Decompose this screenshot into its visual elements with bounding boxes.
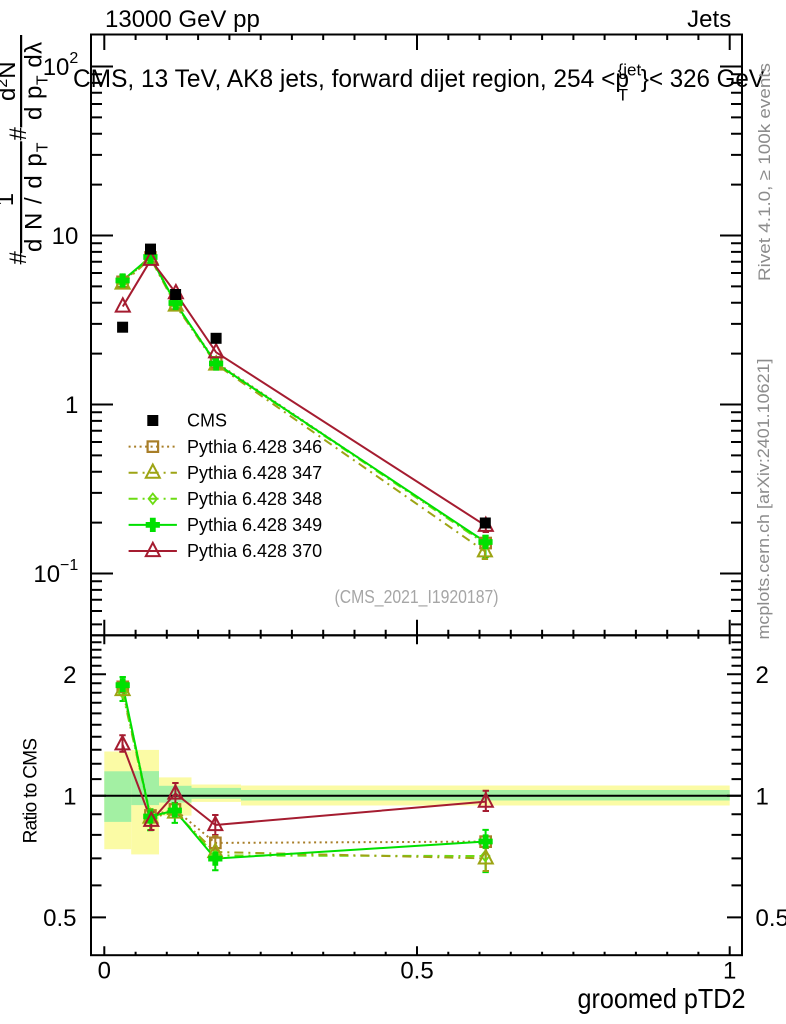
svg-text:10: 10 [52,223,79,250]
svg-text:CMS: CMS [187,411,227,431]
svg-text:Pythia 6.428 348: Pythia 6.428 348 [187,489,322,509]
svg-text:2: 2 [63,662,76,689]
svg-text:Ratio to CMS: Ratio to CMS [21,738,42,844]
svg-text:2: 2 [756,662,769,689]
svg-text:{jet: {jet [618,61,642,80]
svg-text:10−1: 10−1 [33,557,78,588]
svg-text:#: # [5,251,32,265]
svg-text:13000 GeV pp: 13000 GeV pp [105,6,260,33]
svg-text:Pythia 6.428 370: Pythia 6.428 370 [187,541,322,561]
svg-text:Jets: Jets [687,6,731,33]
svg-text:d N / d pT: d N / d pT [21,142,52,253]
svg-text:102: 102 [43,50,79,81]
svg-text:0.5: 0.5 [400,958,433,985]
svg-text:1: 1 [0,193,19,206]
svg-text:groomed pTD2: groomed pTD2 [578,983,746,1014]
svg-text:CMS, 13 TeV, AK8 jets, forward: CMS, 13 TeV, AK8 jets, forward dijet reg… [73,65,629,93]
svg-text:0.5: 0.5 [756,905,786,932]
svg-text:Pythia 6.428 346: Pythia 6.428 346 [187,437,322,457]
svg-text:d2N: d2N [0,61,21,101]
svg-text:(CMS_2021_I1920187): (CMS_2021_I1920187) [335,586,499,608]
svg-text:}< 326 GeV: }< 326 GeV [641,65,765,93]
svg-text:1: 1 [63,783,76,810]
svg-text:d pT dλ: d pT dλ [21,41,52,120]
svg-text:1: 1 [65,392,78,419]
svg-text:0.5: 0.5 [43,905,76,932]
svg-text:Pythia 6.428 347: Pythia 6.428 347 [187,463,322,483]
svg-text:#: # [5,127,32,141]
svg-text:Rivet 4.1.0, ≥ 100k events: Rivet 4.1.0, ≥ 100k events [755,63,774,281]
svg-text:0: 0 [98,958,111,985]
svg-text:T: T [618,86,628,105]
svg-text:1: 1 [756,783,769,810]
svg-text:mcplots.cern.ch [arXiv:2401.10: mcplots.cern.ch [arXiv:2401.10621] [754,359,773,640]
svg-text:Pythia 6.428 349: Pythia 6.428 349 [187,515,322,535]
svg-text:1: 1 [723,958,736,985]
